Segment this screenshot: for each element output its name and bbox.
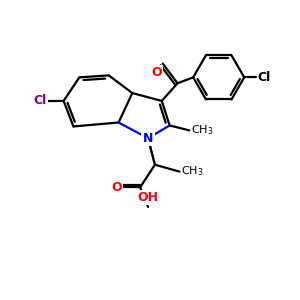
Text: OH: OH (137, 191, 158, 204)
Text: N: N (143, 132, 153, 145)
Text: CH$_3$: CH$_3$ (182, 165, 204, 178)
Text: O: O (151, 66, 162, 79)
Text: Cl: Cl (34, 94, 47, 107)
Text: Cl: Cl (257, 71, 270, 84)
Text: CH$_3$: CH$_3$ (191, 124, 214, 137)
Text: O: O (111, 181, 122, 194)
